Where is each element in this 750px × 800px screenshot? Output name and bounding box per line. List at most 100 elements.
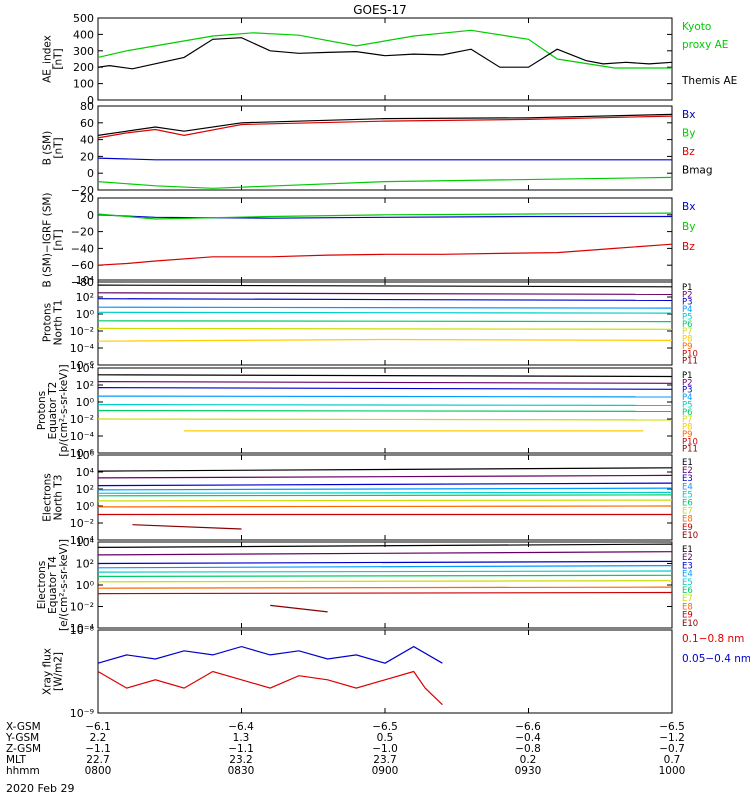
legend-entry: P8 (682, 335, 693, 345)
figure-title: GOES-17 (353, 3, 407, 17)
legend-entry: P2 (682, 378, 693, 388)
orbit-value: 23.2 (229, 754, 252, 766)
legend-entry: E1 (682, 458, 693, 468)
series-line-e5 (97, 570, 673, 573)
series-line-e5 (97, 491, 673, 494)
orbit-value: 23.7 (373, 754, 396, 766)
panel-frame (97, 197, 673, 283)
legend-entry: P1 (682, 371, 693, 381)
y-tick-label: 10⁶ (76, 449, 95, 462)
y-axis-label: Equator T4 (47, 556, 59, 614)
panel-protons_n: 10⁴ 10² 10⁰ 10⁻² 10⁻⁴ 10⁻⁶ Protons North T1 P1P2… (42, 274, 698, 372)
y-tick-label: 10⁻² (70, 325, 94, 338)
y-axis-label: North T3 (53, 475, 65, 521)
legend-entry: Bx (682, 201, 695, 213)
series-line-p2 (97, 292, 673, 295)
y-axis-label: B (SM)−IGRF (SM) (42, 192, 54, 287)
orbit-value: −6.5 (372, 721, 398, 733)
orbit-value: 0930 (515, 765, 542, 777)
series-line-0-05-0-4-nm (97, 645, 443, 664)
y-tick-label: −20 (71, 226, 94, 239)
y-tick-label: −20 (71, 184, 94, 197)
y-tick-label: 400 (73, 28, 94, 41)
orbit-value: −1.0 (372, 743, 398, 755)
y-tick-label: 10⁻⁴ (70, 622, 95, 635)
orbit-row-label: Y-GSM (5, 732, 39, 744)
series-line-e3 (97, 560, 673, 565)
series-line-p3 (97, 387, 673, 390)
legend: Bx By Bz Bmag (682, 109, 713, 177)
series-line-e4 (97, 564, 673, 569)
legend-entry: P1 (682, 283, 693, 293)
legend-entry: P5 (682, 400, 693, 410)
y-tick-label: −40 (71, 242, 94, 255)
series-line-themis-ae (97, 37, 673, 70)
y-tick-label: 10⁻² (70, 517, 94, 530)
y-axis-label: B (SM) (42, 131, 54, 165)
legend-entry: E5 (682, 578, 693, 588)
y-tick-label: 10⁻⁶ (70, 447, 95, 460)
orbit-value: −6.4 (228, 721, 254, 733)
legend-entry: E3 (682, 474, 693, 484)
legend-entry: E1 (682, 545, 693, 555)
legend: Kyoto proxy AE Themis AE (681, 21, 737, 87)
orbit-value: −0.8 (515, 743, 541, 755)
panel-electrons_e: 10⁴ 10² 10⁰ 10⁻² 10⁻⁴ Electrons Equator T4 [e/(… (36, 536, 698, 635)
orbit-value: −1.2 (659, 732, 685, 744)
legend-entry: E8 (682, 602, 693, 612)
series-line-p4 (97, 306, 673, 309)
legend-entry: P7 (682, 415, 693, 425)
y-tick-label: 10⁻² (70, 601, 94, 614)
orbit-value: 1000 (659, 765, 686, 777)
legend-entry: By (682, 221, 695, 233)
legend-entry: E7 (682, 507, 693, 517)
legend-entry: Bmag (682, 165, 713, 177)
legend-entry: E6 (682, 586, 693, 596)
legend-entry: P11 (682, 445, 698, 455)
orbit-value: 1.3 (233, 732, 250, 744)
legend-entry: P4 (682, 305, 693, 315)
y-axis-label: AE_index (42, 35, 54, 83)
series-line-p8 (97, 338, 673, 342)
legend-entry: E5 (682, 490, 693, 500)
series-line-e7 (97, 499, 673, 502)
y-axis-label: [nT] (53, 137, 65, 158)
y-tick-label: −60 (71, 259, 94, 272)
series-line-e8 (97, 505, 673, 508)
series-line-bmag (97, 113, 673, 136)
legend-entry: P8 (682, 423, 693, 433)
series-line-e3 (97, 482, 673, 487)
series-group (97, 543, 673, 613)
y-axis-label: Electrons (36, 561, 48, 610)
series-line-e4 (97, 487, 673, 491)
legend-entry: E2 (682, 466, 693, 476)
legend-entry: P10 (682, 349, 698, 359)
y-tick-label: 10⁴ (76, 362, 95, 375)
series-line-p6 (97, 409, 673, 412)
orbit-value: −1.1 (228, 743, 254, 755)
y-tick-label: 0 (87, 167, 94, 180)
panel-frame (97, 17, 673, 101)
legend-entry: P5 (682, 312, 693, 322)
orbit-row-label: X-GSM (6, 721, 41, 733)
y-tick-label: 10⁻² (70, 413, 94, 426)
legend-entry: P9 (682, 430, 693, 440)
orbit-value: −6.1 (85, 721, 111, 733)
series-group (97, 29, 673, 70)
y-axis-label: Electrons (42, 473, 54, 522)
series-group (97, 467, 673, 530)
y-tick-label: 10² (76, 291, 94, 304)
series-group (97, 645, 443, 706)
series-line-e9 (97, 591, 673, 595)
legend-entry: P3 (682, 386, 693, 396)
y-tick-label: 0 (87, 94, 94, 107)
series-line-p3 (97, 298, 673, 301)
series-line-e2 (97, 551, 673, 556)
legend-entry: E9 (682, 611, 693, 621)
legend-entry: P6 (682, 408, 693, 418)
